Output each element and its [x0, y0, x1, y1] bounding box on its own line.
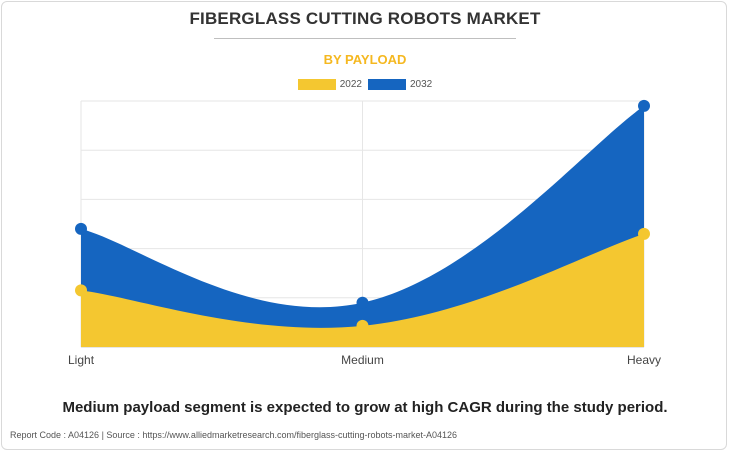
legend: 2022 2032 — [0, 79, 730, 90]
areas — [81, 105, 644, 347]
area-series-2032 — [81, 105, 644, 347]
x-tick-label-medium: Medium — [341, 353, 384, 367]
chart-subtitle: BY PAYLOAD — [323, 52, 407, 67]
legend-label-2032: 2032 — [410, 79, 433, 90]
point-2022-light — [75, 284, 87, 297]
chart-title: FIBERGLASS CUTTING ROBOTS MARKET — [189, 9, 541, 28]
source-text: Report Code : A04126 | Source : https://… — [10, 430, 458, 440]
x-tick-label-light: Light — [68, 353, 95, 367]
title-divider — [214, 38, 516, 39]
point-2022-medium — [356, 319, 369, 332]
point-2032-light — [75, 222, 87, 235]
x-tick-label-heavy: Heavy — [627, 353, 661, 367]
point-2022-heavy — [638, 227, 650, 240]
legend-item-2032: 2032 — [368, 79, 432, 90]
legend-swatch-2022 — [297, 79, 336, 90]
points — [75, 99, 650, 332]
x-axis-labels: Light Medium Heavy — [68, 353, 661, 367]
legend-swatch-2032 — [368, 79, 406, 90]
area-series-2022 — [81, 233, 644, 347]
footnote: Medium payload segment is expected to gr… — [62, 399, 668, 416]
point-2032-heavy — [638, 99, 650, 112]
legend-item-2022: 2022 — [297, 79, 362, 90]
point-2032-medium — [356, 296, 369, 309]
legend-label-2022: 2022 — [339, 79, 362, 90]
